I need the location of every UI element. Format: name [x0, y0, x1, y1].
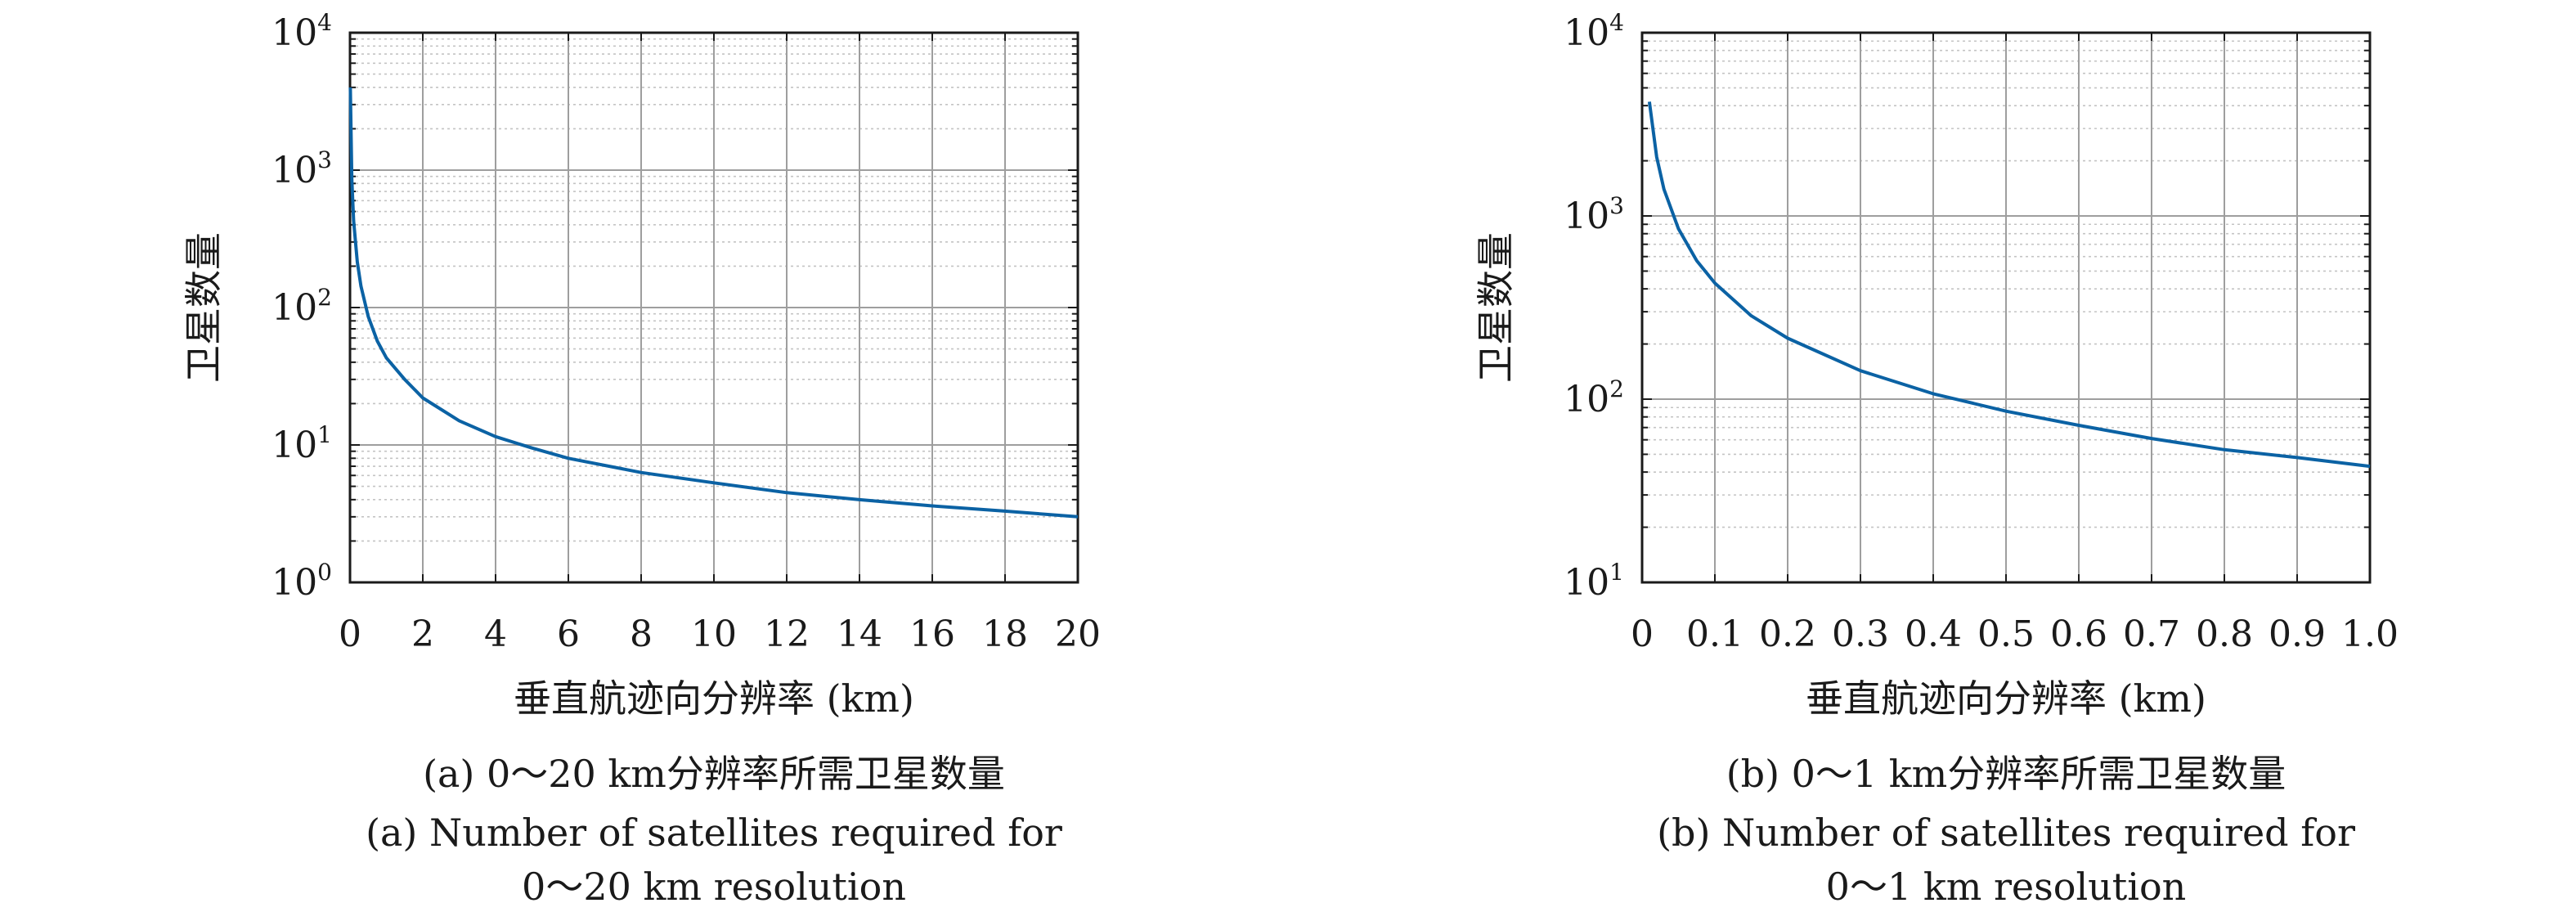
- x-tick-label: 1.0: [2341, 613, 2399, 655]
- x-tick-label: 0.6: [2050, 613, 2107, 655]
- x-tick-label: 0.4: [1905, 613, 1962, 655]
- y-tick-label: 101: [1564, 559, 1624, 604]
- x-tick-label: 16: [909, 613, 955, 655]
- x-axis-title: 垂直航迹向分辨率 (km): [514, 676, 914, 721]
- x-tick-label: 0.5: [1977, 613, 2035, 655]
- x-tick-label: 0.2: [1759, 613, 1816, 655]
- y-tick-label: 104: [1564, 9, 1624, 54]
- x-tick-label: 0.7: [2123, 613, 2180, 655]
- y-tick-label: 103: [1564, 192, 1624, 237]
- x-tick-label: 0: [339, 613, 361, 655]
- x-tick-label: 12: [764, 613, 810, 655]
- x-tick-label: 0: [1631, 613, 1654, 655]
- x-tick-label: 6: [557, 613, 580, 655]
- y-tick-label: 103: [272, 146, 332, 191]
- x-axis-title: 垂直航迹向分辨率 (km): [1806, 676, 2206, 721]
- caption-line: 0～1 km resolution: [1826, 865, 2187, 909]
- series-line: [1647, 101, 2371, 469]
- caption-line: (a) Number of satellites required for: [366, 811, 1062, 855]
- y-tick-label: 102: [1564, 375, 1624, 420]
- x-tick-label: 0.1: [1686, 613, 1744, 655]
- caption-line: (b) 0～1 km分辨率所需卫星数量: [1726, 752, 2287, 796]
- x-tick-label: 10: [691, 613, 737, 655]
- x-tick-label: 18: [982, 613, 1028, 655]
- x-tick-label: 2: [411, 613, 434, 655]
- y-tick-label: 101: [272, 421, 332, 466]
- y-tick-label: 100: [272, 559, 332, 604]
- chart-panel-b: 0 0.1 0.2 0.3 0.4 0.5 0.6 0.7 0.8 0.9 1.0 101 102 103…: [1474, 9, 2399, 909]
- x-tick-label: 8: [630, 613, 653, 655]
- series-line: [348, 87, 1079, 519]
- x-tick-label: 20: [1055, 613, 1101, 655]
- x-tick-label: 4: [484, 613, 507, 655]
- y-tick-label: 104: [272, 9, 332, 54]
- x-tick-label: 0.9: [2269, 613, 2326, 655]
- x-tick-label: 14: [837, 613, 882, 655]
- caption-line: (a) 0～20 km分辨率所需卫星数量: [423, 752, 1005, 796]
- caption-line: (b) Number of satellites required for: [1657, 811, 2355, 855]
- chart-panel-a: 0 2 4 6 8 10 12 14 16 18 20 100 101 102 103 104 垂直航迹向分辨率…: [182, 9, 1101, 909]
- x-tick-label: 0.3: [1832, 613, 1889, 655]
- y-tick-label: 102: [272, 284, 332, 329]
- y-axis-title: 卫星数量: [182, 232, 226, 383]
- x-tick-label: 0.8: [2196, 613, 2253, 655]
- y-axis-title: 卫星数量: [1474, 232, 1518, 383]
- caption-line: 0～20 km resolution: [522, 865, 906, 909]
